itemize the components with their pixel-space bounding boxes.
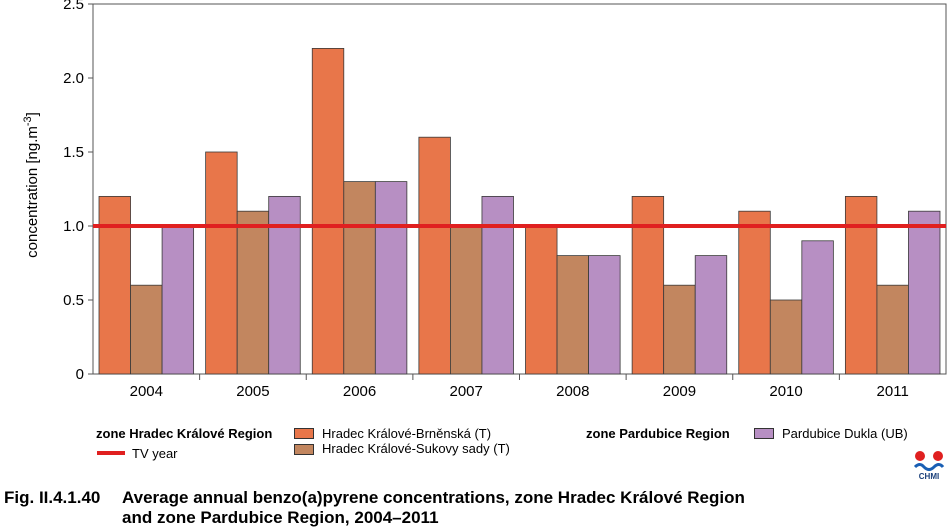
bar-2011-s2 (908, 210, 941, 375)
y-tick-label: 0.5 (63, 292, 84, 309)
legend-swatch-brnenska (294, 428, 314, 439)
bar-2008-s0 (525, 225, 558, 375)
x-tick-label: 2011 (877, 383, 909, 400)
bar-2006-s1 (343, 181, 376, 375)
legend-swatch-dukla (754, 428, 774, 439)
bar-2004-s2 (161, 225, 195, 375)
bar-2011-s0 (844, 195, 878, 375)
bar-2010-s2 (801, 240, 834, 375)
bar-2007-s2 (481, 195, 514, 375)
y-tick-label: 2.0 (63, 70, 84, 87)
bar-2004-s1 (130, 284, 163, 375)
bar-2009-s0 (631, 195, 665, 375)
y-axis-label: concentration [ng.m-3] (22, 112, 41, 258)
bar-2006-s2 (374, 181, 408, 375)
bar-2009-s1 (663, 284, 696, 375)
bar-2005-s1 (236, 210, 270, 375)
caption-line2: and zone Pardubice Region, 2004–2011 (122, 508, 439, 527)
legend-tv-line (97, 451, 125, 455)
caption-number: Fig. II.4.1.40 (4, 488, 101, 507)
legend-group-pardubice: zone Pardubice Region (586, 426, 730, 441)
x-tick-label: 2006 (343, 383, 376, 400)
x-tick-label: 2010 (769, 383, 802, 400)
logo-text: CHMI (919, 472, 939, 481)
bar-2008-s2 (588, 255, 621, 375)
bar-2005-s0 (205, 151, 238, 375)
x-tick-label: 2007 (450, 383, 483, 400)
bar-2010-s0 (738, 210, 771, 375)
x-tick-label: 2008 (556, 383, 589, 400)
legend-swatch-sukovy (294, 444, 314, 455)
bar-2006-s0 (311, 48, 345, 375)
bar-2007-s1 (450, 225, 483, 375)
x-tick-label: 2009 (663, 383, 696, 400)
chart: 0 0.5 1.0 1.5 2.0 2.5 concentration [ng.m-3] 20… (22, 0, 947, 400)
bar-2004-s0 (98, 195, 131, 375)
legend-label-sukovy: Hradec Králové-Sukovy sady (T) (322, 441, 510, 456)
bar-2008-s1 (556, 255, 589, 375)
x-tick-label: 2005 (236, 383, 269, 400)
bar-2010-s1 (769, 299, 803, 375)
y-tick-label: 1.5 (63, 144, 84, 161)
bar-2011-s1 (876, 284, 909, 375)
y-tick-label: 2.5 (63, 0, 84, 13)
y-tick-label: 0 (76, 366, 84, 383)
legend-label-brnenska: Hradec Králové-Brněnská (T) (322, 426, 492, 441)
y-tick-label: 1.0 (63, 218, 84, 235)
bar-2009-s2 (694, 255, 728, 375)
legend-tv-label: TV year (132, 446, 178, 461)
legend-group-hradec: zone Hradec Králové Region (96, 426, 273, 441)
figure-caption: Fig. II.4.1.40 Average annual benzo(a)pyr… (4, 488, 745, 528)
legend-label-dukla: Pardubice Dukla (UB) (782, 426, 908, 441)
chmi-logo-icon: CHMI (913, 451, 945, 481)
caption-line1: Average annual benzo(a)pyrene concentrat… (122, 488, 745, 507)
bar-2005-s2 (268, 195, 301, 375)
bar-2007-s0 (418, 136, 451, 375)
x-tick-label: 2004 (130, 383, 163, 400)
